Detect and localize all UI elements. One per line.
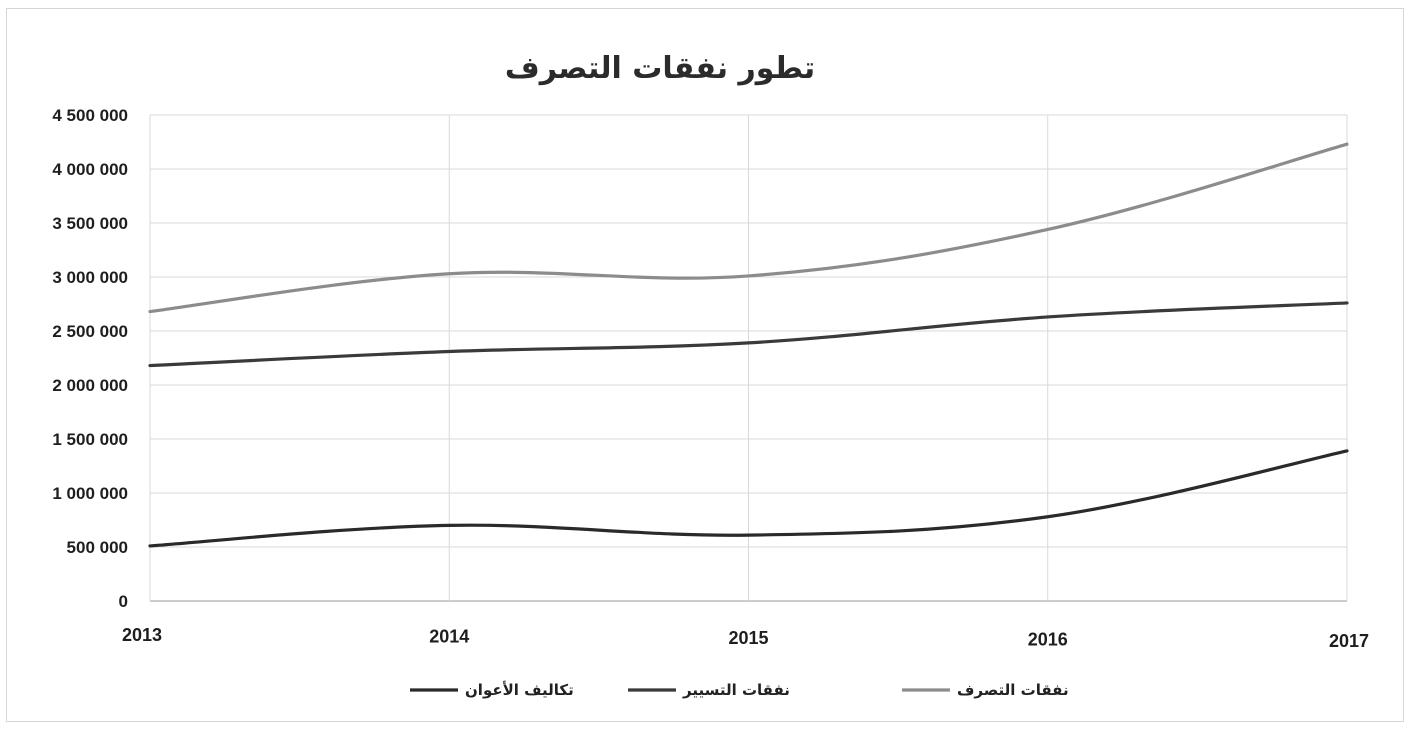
legend: نفقات التصرف نفقات التسيير تكاليف الأعوان [410, 681, 1069, 699]
x-axis-ticks: 2013 2014 2015 2016 2017 [122, 625, 1369, 651]
y-tick-label: 1 000 000 [52, 484, 128, 503]
legend-label: تكاليف الأعوان [465, 681, 574, 699]
series-line-2 [148, 301, 1349, 368]
y-tick-label: 0 [119, 592, 128, 611]
legend-item: نفقات التسيير [628, 681, 790, 699]
x-tick-label: 2013 [122, 625, 162, 645]
chart-title: تطور نفقات التصرف [505, 51, 815, 86]
y-tick-label: 3 000 000 [52, 268, 128, 287]
series-line-3 [148, 449, 1349, 548]
grid-lines [149, 114, 1348, 602]
y-tick-label: 1 500 000 [52, 430, 128, 449]
x-tick-label: 2016 [1028, 630, 1068, 650]
y-tick-label: 500 000 [67, 538, 128, 557]
x-tick-label: 2015 [728, 628, 768, 648]
y-tick-label: 2 000 000 [52, 376, 128, 395]
x-tick-label: 2017 [1329, 631, 1369, 651]
y-tick-label: 2 500 000 [52, 322, 128, 341]
legend-label: نفقات التصرف [957, 681, 1069, 699]
series-lines [148, 142, 1349, 548]
chart-frame [6, 8, 1404, 722]
y-tick-label: 4 000 000 [52, 160, 128, 179]
y-tick-label: 3 500 000 [52, 214, 128, 233]
x-tick-label: 2014 [429, 627, 469, 647]
legend-item: تكاليف الأعوان [410, 681, 574, 699]
legend-item: نفقات التصرف [902, 681, 1069, 699]
y-tick-label: 4 500 000 [52, 106, 128, 125]
legend-label: نفقات التسيير [682, 681, 790, 699]
series-line-1 [148, 142, 1349, 314]
y-axis-ticks: 0 500 000 1 000 000 1 500 000 2 000 000 2 500… [52, 106, 128, 611]
